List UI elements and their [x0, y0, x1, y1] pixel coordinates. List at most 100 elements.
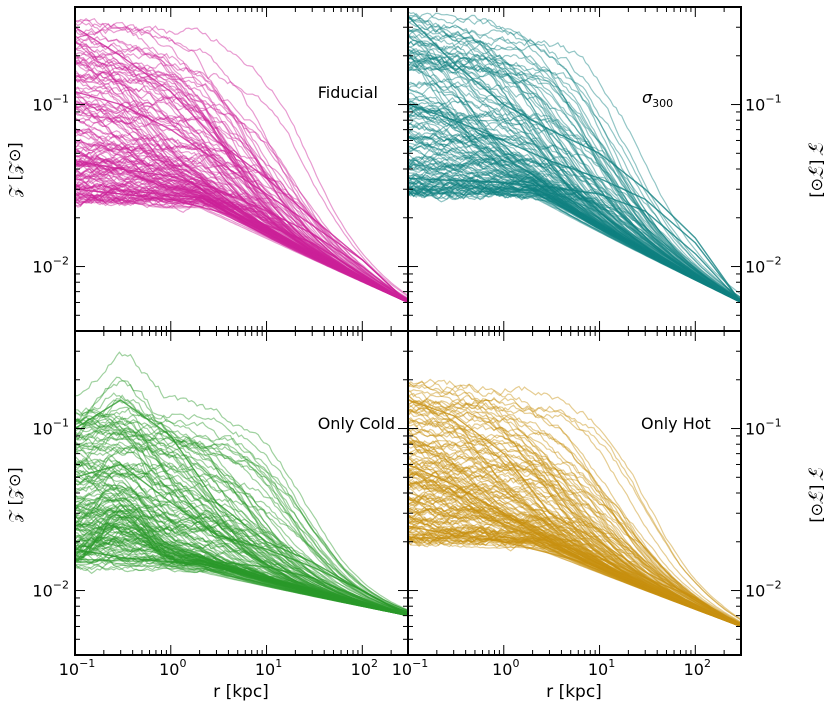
panel-label: σ300 [642, 88, 673, 110]
profile-line [75, 488, 408, 616]
profile-line [75, 523, 408, 617]
axes-frame [407, 330, 742, 656]
profile-line [408, 176, 741, 302]
x-tick-label: 10−1 [59, 657, 96, 679]
profile-line [408, 135, 741, 303]
profile-line [75, 424, 408, 614]
profile-line [408, 501, 741, 627]
profile-line [408, 470, 741, 626]
profile-line [408, 491, 741, 627]
profile-line [75, 544, 408, 617]
profile-line [408, 15, 741, 303]
profile-line [408, 59, 741, 303]
profile-line [75, 463, 408, 613]
profile-line [408, 28, 741, 303]
profile-line [408, 180, 741, 303]
profile-line [75, 55, 408, 303]
profile-line [408, 454, 741, 624]
profile-line [408, 397, 741, 621]
profile-line [408, 131, 741, 303]
profile-line [75, 351, 408, 611]
profile-line [408, 48, 741, 303]
profile-line [408, 480, 741, 628]
profile-line [408, 54, 741, 303]
series-line [75, 160, 408, 304]
profile-line [408, 518, 741, 628]
profile-line [75, 563, 408, 617]
profile-line [408, 472, 741, 627]
profile-line [408, 69, 741, 304]
profile-line [75, 554, 408, 617]
profile-line [408, 106, 741, 301]
profile-line [75, 509, 408, 616]
profile-line [75, 127, 408, 303]
profile-line [408, 181, 741, 302]
y-axis-label-left-top: 𝒵 [𝒵⊙] [5, 142, 24, 197]
y-tick-labels: 10−1 10−1 10−2 10−2 10−1 10−1 10−2 10−2 [32, 93, 781, 601]
profile-line [408, 525, 741, 627]
profile-line [75, 515, 408, 617]
profile-line [408, 109, 741, 303]
profile-line [408, 107, 741, 301]
profile-line [75, 41, 408, 304]
x-tick-label: 102 [351, 657, 378, 679]
profile-line [408, 103, 741, 303]
profile-line [408, 30, 741, 304]
x-tick-label: 102 [684, 657, 711, 679]
profile-line [75, 426, 408, 617]
profile-line [75, 548, 408, 617]
profile-line [75, 129, 408, 304]
profile-line [408, 171, 741, 303]
profile-line [408, 407, 741, 627]
profile-line [75, 114, 408, 301]
profile-line [75, 160, 408, 303]
profile-line [75, 392, 408, 614]
profile-line [75, 54, 408, 303]
profile-line [408, 431, 741, 627]
profile-line [75, 542, 408, 617]
profile-line [408, 130, 741, 302]
profile-line [408, 497, 741, 628]
profile-line [408, 520, 741, 627]
profile-line [408, 185, 741, 303]
x-tick-label: 100 [159, 657, 186, 679]
profile-line [408, 171, 741, 301]
profile-line [75, 435, 408, 616]
profile-line [408, 482, 741, 626]
profile-line [75, 172, 408, 303]
profile-line [75, 56, 408, 303]
profile-line [408, 62, 741, 303]
profile-line [408, 401, 741, 627]
profile-line [408, 122, 741, 303]
profile-line [408, 186, 741, 303]
profile-line [75, 537, 408, 617]
panel-bottom-left: Only Cold [74, 330, 409, 656]
profile-line [75, 23, 408, 301]
profile-line [408, 184, 741, 303]
profile-line [75, 86, 408, 304]
profile-line [75, 527, 408, 617]
profile-line [75, 157, 408, 302]
profile-line [75, 526, 408, 617]
profile-line [75, 514, 408, 614]
profile-line [75, 78, 408, 304]
profile-line [75, 157, 408, 303]
profile-line [408, 133, 741, 303]
profile-line [75, 534, 408, 617]
profile-line [408, 27, 741, 302]
series-line [408, 399, 741, 628]
profile-line [75, 516, 408, 617]
profile-line [75, 104, 408, 304]
profile-line [75, 111, 408, 303]
profile-line [75, 502, 408, 616]
profile-line [75, 497, 408, 617]
profile-line [408, 389, 741, 627]
profile-line [75, 531, 408, 616]
panels: Fiducial σ300 Only Cold Only Hot [74, 6, 742, 656]
profile-line [408, 55, 741, 303]
profile-line [408, 133, 741, 303]
profile-line [408, 175, 741, 303]
series-line [408, 177, 741, 303]
profile-line [408, 468, 741, 626]
profile-line [408, 89, 741, 303]
